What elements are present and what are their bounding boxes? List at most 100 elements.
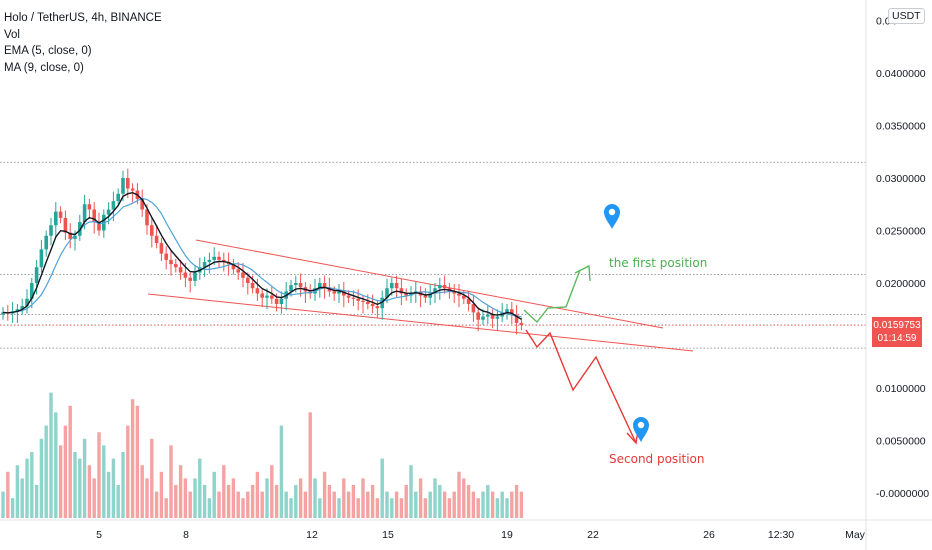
candle-body: [274, 298, 279, 304]
volume-bar: [337, 498, 341, 518]
candle-body: [433, 288, 437, 294]
volume-bar: [270, 465, 274, 518]
candle-body: [361, 300, 365, 303]
legend-ema[interactable]: EMA (5, close, 0): [4, 45, 92, 57]
volume-bar: [409, 465, 413, 518]
candle-body: [390, 283, 394, 289]
volume-bar: [30, 452, 34, 518]
candle-body: [342, 291, 346, 296]
volume-bar: [390, 498, 394, 518]
volume-bar: [438, 485, 442, 518]
volume-bar: [265, 478, 269, 518]
volume-bar: [10, 498, 15, 518]
volume-bar: [126, 425, 130, 518]
volume-bar: [217, 491, 221, 518]
volume-bar: [361, 478, 365, 518]
volume-bar: [428, 491, 432, 518]
candle-body: [178, 267, 183, 273]
candle-body: [404, 293, 408, 296]
candle-body: [260, 293, 264, 298]
price-tick-label: 0.0300000: [876, 173, 926, 185]
volume-bar: [63, 425, 68, 518]
volume-bar: [394, 491, 399, 518]
candle-body: [159, 243, 164, 254]
volume-bar: [164, 498, 168, 518]
volume-bar: [505, 498, 509, 518]
candle-body: [145, 209, 149, 226]
grid-levels: [0, 161, 866, 349]
candle-body: [250, 283, 255, 289]
volume-bar: [510, 491, 514, 518]
volume-bar: [486, 485, 490, 518]
volume-bar: [111, 458, 116, 518]
volume-bar: [130, 399, 135, 518]
candle-body: [44, 235, 48, 250]
volume-bar: [97, 432, 101, 518]
candle-body: [495, 316, 500, 319]
volume-bar: [159, 471, 164, 518]
candle-body: [102, 214, 106, 231]
second-position-marker: [633, 417, 649, 442]
candle-body: [236, 269, 240, 273]
volume-bar: [20, 478, 24, 518]
candlesticks: [1, 168, 524, 335]
volume-bar: [198, 458, 202, 518]
time-tick-label: 12: [306, 529, 318, 541]
volume-bar: [207, 498, 212, 518]
candle-body: [58, 211, 63, 218]
candle-body: [510, 309, 514, 315]
volume-bar: [116, 485, 120, 518]
marker-icon: [604, 204, 620, 229]
candle-body: [442, 285, 447, 289]
legend-symbol[interactable]: Holo / TetherUS, 4h, BINANCE: [4, 12, 162, 24]
volume-bar: [370, 485, 375, 518]
volume-bar: [351, 485, 356, 518]
price-axis: 0.040.04000000.03500000.03000000.0250000…: [865, 0, 929, 550]
volume-bar: [39, 438, 44, 518]
volume-bar: [519, 491, 524, 518]
marker-icon-dot: [608, 208, 616, 216]
time-tick-label: 19: [501, 529, 513, 541]
volume-bar: [54, 412, 58, 518]
candle-body: [246, 277, 250, 283]
ema-line: [2, 191, 522, 320]
candle-body: [462, 295, 466, 299]
candle-body: [116, 193, 120, 202]
candle-body: [241, 272, 245, 278]
volume-bar: [150, 438, 154, 518]
price-tick-label: 0.0250000: [876, 226, 926, 238]
candle-body: [356, 298, 360, 301]
volume-bar: [68, 405, 72, 518]
volume-bar: [490, 491, 495, 518]
volume-bar: [322, 471, 327, 518]
candle-body: [20, 306, 24, 310]
candle-body: [193, 272, 197, 281]
candle-body: [25, 298, 29, 307]
legend-vol[interactable]: Vol: [4, 28, 20, 41]
legend-ma[interactable]: MA (9, close, 0): [4, 61, 84, 74]
time-tick-label: 22: [587, 529, 599, 541]
price-tick-label: 0.0100000: [876, 383, 926, 395]
time-tick-label: 12:30: [768, 529, 794, 541]
candle-body: [1, 312, 5, 315]
volume-bar: [44, 425, 48, 518]
currency-button[interactable]: USDT: [888, 8, 925, 24]
candle-body: [183, 272, 188, 278]
volume-bar: [308, 412, 312, 518]
volume-bar: [327, 485, 332, 518]
time-axis: 5 8 12 15 19 22 26 12:30 May: [0, 519, 932, 541]
volume-bar: [471, 491, 476, 518]
volume-bar: [418, 478, 423, 518]
volume-bar: [303, 491, 308, 518]
candle-body: [82, 204, 87, 223]
candle-body: [15, 309, 20, 312]
volume-bar: [222, 465, 226, 518]
candle-body: [519, 322, 524, 325]
candle-body: [68, 232, 72, 239]
candle-body: [34, 267, 39, 283]
volume-bar: [183, 478, 188, 518]
volume-bar: [294, 485, 298, 518]
volume-bar: [188, 491, 192, 518]
candle-body: [476, 312, 480, 320]
